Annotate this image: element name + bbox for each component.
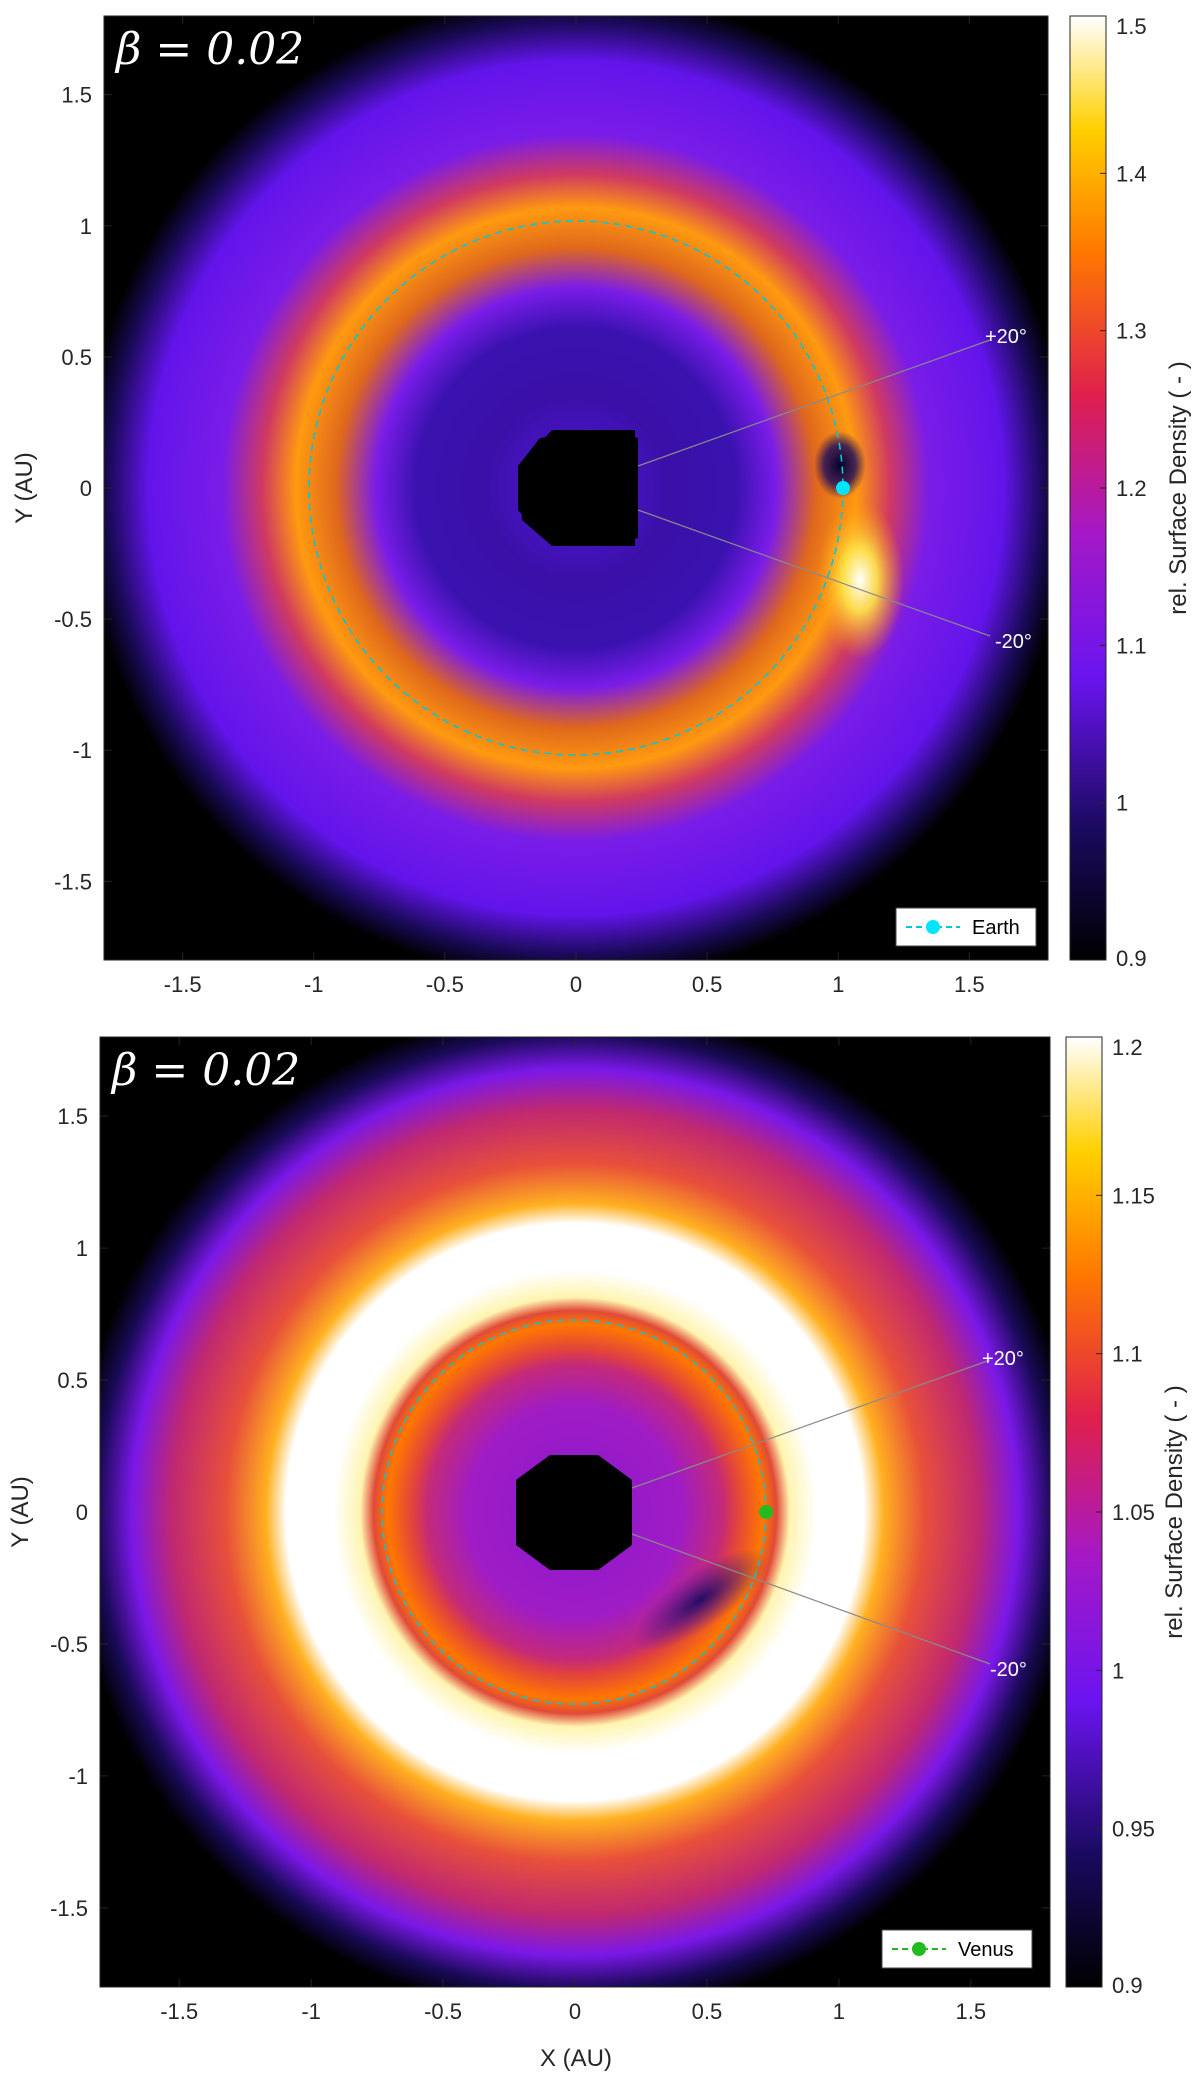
colorbar-tick-label: 1.5 <box>1116 14 1147 39</box>
bottom-legend-label: Venus <box>958 1939 1014 1961</box>
top-legend-label: Earth <box>972 917 1020 939</box>
bottom-plus20-line <box>631 1359 991 1489</box>
x-tick-label: -1 <box>301 1999 321 2024</box>
bottom-heatmap <box>100 1037 1050 1987</box>
top-heatmap <box>104 16 1048 960</box>
bottom-colorbar: 1.2 1.15 1.1 1.05 1 0.95 0.9 rel. Surface Dens… <box>1065 1035 1188 1998</box>
y-tick-label: -1.5 <box>54 869 92 894</box>
top-x-ticks: -1.5 -1 -0.5 0 0.5 1 1.5 <box>164 16 985 997</box>
bottom-y-ticks: 1.5 1 0.5 0 -0.5 -1 -1.5 <box>50 1104 1050 1921</box>
x-tick-label: -1.5 <box>164 972 202 997</box>
top-y-axis-label: Y (AU) <box>11 452 38 524</box>
colorbar-tick-label: 0.9 <box>1112 1973 1143 1998</box>
top-colorbar: 1.5 1.4 1.3 1.2 1.1 1 0.9 rel. Surface Density… <box>1069 14 1192 971</box>
colorbar-tick-label: 1.05 <box>1112 1500 1155 1525</box>
bottom-beta-text: β = 0.02 <box>110 1045 300 1096</box>
x-tick-label: 1.5 <box>956 1999 987 2024</box>
plus20-line <box>637 339 991 467</box>
y-tick-label: 0 <box>80 476 92 501</box>
bottom-panel: β = 0.02 +20° -20° Venus -1.5 -1 -0.5 0 0.5 1… <box>7 1035 1188 2072</box>
bottom-inner-mask <box>516 1455 632 1570</box>
y-tick-label: 1.5 <box>61 83 92 108</box>
colorbar-tick-label: 1.15 <box>1112 1183 1155 1208</box>
top-beta-text: β = 0.02 <box>114 24 304 75</box>
x-tick-label: -1.5 <box>160 1999 198 2024</box>
top-colorbar-label: rel. Surface Density ( - ) <box>1165 361 1192 614</box>
y-tick-label: 1.5 <box>57 1104 88 1129</box>
colorbar-tick-label: 0.9 <box>1116 946 1147 971</box>
x-tick-label: 0.5 <box>692 1999 723 2024</box>
bottom-x-axis-label: X (AU) <box>540 2045 612 2072</box>
y-tick-label: -1 <box>68 1764 88 1789</box>
venus-legend-icon <box>912 1942 926 1956</box>
bottom-legend: Venus <box>881 1929 1033 1969</box>
colorbar-tick-label: 1.1 <box>1116 633 1147 658</box>
top-panel: β = 0.02 +20° -20° Earth -1.5 -1 -0.5 0 0.5 1… <box>11 14 1192 997</box>
top-minus20-label: -20° <box>995 631 1032 653</box>
colorbar-tick-label: 1.3 <box>1116 319 1147 344</box>
bottom-plus20-label: +20° <box>982 1348 1024 1370</box>
y-tick-label: -1 <box>72 738 92 763</box>
colorbar-tick-label: 1.2 <box>1112 1035 1143 1060</box>
y-tick-label: -1.5 <box>50 1896 88 1921</box>
y-tick-label: 0.5 <box>61 345 92 370</box>
x-tick-label: 0.5 <box>692 972 723 997</box>
x-tick-label: 1 <box>832 972 844 997</box>
colorbar-tick-label: 0.95 <box>1112 1817 1155 1842</box>
x-tick-label: 1 <box>833 1999 845 2024</box>
top-y-ticks: 1.5 1 0.5 0 -0.5 -1 -1.5 <box>54 83 1048 894</box>
earth-legend-icon <box>926 920 940 934</box>
colorbar-tick-label: 1.1 <box>1112 1342 1143 1367</box>
top-colorbar-ticks: 1.5 1.4 1.3 1.2 1.1 1 0.9 <box>1100 14 1147 971</box>
colorbar-tick-label: 1 <box>1112 1658 1124 1683</box>
x-tick-label: -1 <box>304 972 324 997</box>
y-tick-label: 1 <box>76 1236 88 1261</box>
bottom-y-axis-label: Y (AU) <box>7 1476 34 1548</box>
y-tick-label: -0.5 <box>50 1632 88 1657</box>
top-legend: Earth <box>895 907 1037 947</box>
y-tick-label: 0.5 <box>57 1368 88 1393</box>
y-tick-label: 1 <box>80 214 92 239</box>
y-tick-label: -0.5 <box>54 607 92 632</box>
top-beta-box: β = 0.02 <box>106 18 304 80</box>
bottom-beta-box: β = 0.02 <box>102 1039 300 1101</box>
x-tick-label: 1.5 <box>954 972 985 997</box>
colorbar-tick-label: 1.4 <box>1116 161 1147 186</box>
bottom-x-ticks: -1.5 -1 -0.5 0 0.5 1 1.5 <box>160 1037 986 2024</box>
colorbar-tick-label: 1.2 <box>1116 476 1147 501</box>
minus20-line <box>637 509 991 637</box>
y-tick-label: 0 <box>76 1500 88 1525</box>
x-tick-label: 0 <box>569 1999 581 2024</box>
bottom-colorbar-label: rel. Surface Density ( - ) <box>1161 1385 1188 1638</box>
x-tick-label: -0.5 <box>426 972 464 997</box>
bottom-minus20-label: -20° <box>990 1659 1027 1681</box>
colorbar-tick-label: 1 <box>1116 791 1128 816</box>
venus-marker <box>759 1505 773 1519</box>
x-tick-label: 0 <box>570 972 582 997</box>
bottom-minus20-line <box>631 1533 991 1665</box>
earth-marker <box>836 481 850 495</box>
x-tick-label: -0.5 <box>424 1999 462 2024</box>
bottom-colorbar-ticks: 1.2 1.15 1.1 1.05 1 0.95 0.9 <box>1096 1035 1155 1998</box>
top-plus20-label: +20° <box>985 326 1027 348</box>
